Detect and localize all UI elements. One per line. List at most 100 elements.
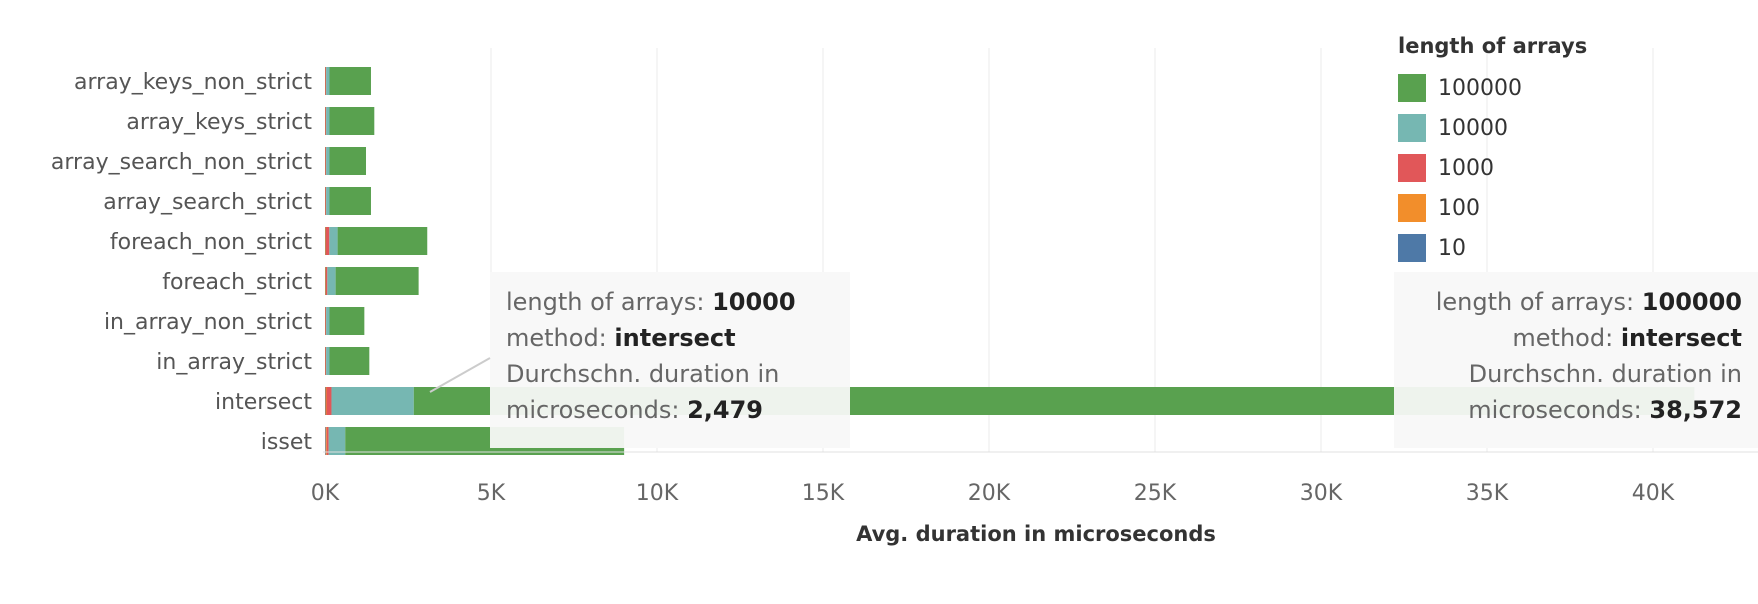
bar-segment[interactable] — [335, 267, 419, 295]
category-label: foreach_strict — [162, 270, 312, 295]
x-tick-label: 10K — [636, 481, 679, 506]
legend-item[interactable]: 10 — [1398, 228, 1598, 268]
bar-segment[interactable] — [325, 347, 326, 375]
legend-swatch — [1398, 114, 1426, 142]
bar-segment[interactable] — [325, 147, 327, 175]
category-labels: array_keys_non_strict array_keys_strictar… — [51, 70, 312, 455]
tooltip-value: 10000 — [712, 288, 796, 316]
tooltip-row-duration-label: Durchschn. duration in — [1410, 356, 1742, 392]
tooltip-label: microseconds: — [506, 396, 680, 424]
category-label: in_array_non_strict — [104, 310, 312, 335]
category-label: array_keys_non_strict — [74, 70, 312, 95]
bar-segment[interactable] — [329, 107, 375, 135]
bar-segment[interactable] — [329, 227, 338, 255]
category-label: array_keys_strict — [126, 110, 312, 135]
bar-segment[interactable] — [326, 107, 330, 135]
bar-segment[interactable] — [325, 307, 326, 335]
legend-label: 1000 — [1438, 155, 1494, 181]
legend-item[interactable]: 10000 — [1398, 108, 1598, 148]
bar-segment[interactable] — [325, 427, 327, 455]
tooltip-label: Durchschn. duration in — [506, 360, 780, 388]
legend-title: length of arrays — [1398, 34, 1588, 58]
legend: length of arrays 100000 10000 1000 100 10 — [1398, 34, 1598, 268]
tooltip-value: 100000 — [1641, 288, 1742, 316]
category-label: array_search_non_strict — [51, 150, 312, 175]
bar-segment[interactable] — [326, 147, 330, 175]
x-tick-label: 15K — [802, 481, 845, 506]
bar-segment[interactable] — [326, 347, 330, 375]
bar-segment[interactable] — [329, 147, 367, 175]
tooltip-row-length: length of arrays: 100000 — [1410, 284, 1742, 320]
tooltip-row-duration: microseconds: 38,572 — [1410, 392, 1742, 428]
bar-segment[interactable] — [325, 227, 330, 255]
tooltip-value: intersect — [1620, 324, 1742, 352]
tooltip-value: 38,572 — [1649, 396, 1742, 424]
legend-item[interactable]: 100000 — [1398, 68, 1598, 108]
bar-segment[interactable] — [325, 267, 326, 295]
x-tick-label: 5K — [477, 481, 506, 506]
legend-item[interactable]: 1000 — [1398, 148, 1598, 188]
tooltip-label: method: — [1512, 324, 1614, 352]
tooltip-row-method: method: intersect — [1410, 320, 1742, 356]
bar-segment[interactable] — [329, 307, 365, 335]
bar-segment[interactable] — [325, 67, 327, 95]
category-label: array_search_strict — [103, 190, 312, 215]
tooltip-row-method: method: intersect — [506, 320, 834, 356]
legend-label: 10000 — [1438, 115, 1508, 141]
bar-segment[interactable] — [325, 387, 327, 415]
tooltip-row-duration: microseconds: 2,479 — [506, 392, 834, 428]
x-tick-label: 40K — [1632, 481, 1675, 506]
bar-segment[interactable] — [326, 67, 330, 95]
bar-segment[interactable] — [326, 187, 330, 215]
bar-segment[interactable] — [329, 347, 370, 375]
bar-segment[interactable] — [325, 387, 326, 415]
bar-segment[interactable] — [327, 267, 336, 295]
bar-segment[interactable] — [325, 267, 326, 295]
bar-segment[interactable] — [325, 267, 328, 295]
category-label: in_array_strict — [156, 350, 312, 375]
x-tick-label: 20K — [968, 481, 1011, 506]
bar-segment[interactable] — [325, 307, 327, 335]
x-tick-label: 30K — [1300, 481, 1343, 506]
legend-label: 100000 — [1438, 75, 1522, 101]
category-label: intersect — [215, 390, 312, 415]
bar-segment[interactable] — [325, 227, 326, 255]
x-tick-label: 35K — [1466, 481, 1509, 506]
legend-label: 10 — [1438, 235, 1466, 261]
tooltip-row-length: length of arrays: 10000 — [506, 284, 834, 320]
tooltip-label: Durchschn. duration in — [1468, 360, 1742, 388]
bar-segment[interactable] — [325, 347, 327, 375]
legend-items: 100000 10000 1000 100 10 — [1398, 68, 1598, 268]
bar-segment[interactable] — [325, 187, 327, 215]
legend-swatch — [1398, 154, 1426, 182]
bar-segment[interactable] — [325, 67, 326, 95]
legend-swatch — [1398, 74, 1426, 102]
bar-segment[interactable] — [325, 187, 326, 215]
bar-segment[interactable] — [329, 67, 371, 95]
legend-label: 100 — [1438, 195, 1480, 221]
tooltip-value: 2,479 — [687, 396, 764, 424]
bar-segment[interactable] — [326, 307, 330, 335]
bar-segment[interactable] — [331, 387, 414, 415]
category-label: isset — [261, 430, 313, 455]
bar-segment[interactable] — [326, 387, 332, 415]
bar-segment[interactable] — [337, 227, 428, 255]
tooltip-row-duration-label: Durchschn. duration in — [506, 356, 834, 392]
bar-segment[interactable] — [328, 427, 346, 455]
tooltip-10000: length of arrays: 10000 method: intersec… — [490, 272, 850, 448]
bar-segment[interactable] — [325, 107, 326, 135]
bar-segment[interactable] — [325, 147, 326, 175]
legend-item[interactable]: 100 — [1398, 188, 1598, 228]
bar-segment[interactable] — [325, 227, 326, 255]
tooltip-100000: length of arrays: 100000 method: interse… — [1394, 272, 1758, 448]
tooltip-label: microseconds: — [1468, 396, 1642, 424]
bar-segment[interactable] — [325, 107, 327, 135]
bar-segment[interactable] — [329, 187, 371, 215]
legend-swatch — [1398, 234, 1426, 262]
bar-segment[interactable] — [325, 427, 326, 455]
bar-segment[interactable] — [326, 427, 329, 455]
tooltip-label: length of arrays: — [1435, 288, 1635, 316]
x-tick-label: 0K — [311, 481, 340, 506]
category-label: foreach_non_strict — [110, 230, 313, 255]
tooltip-label: length of arrays: — [506, 288, 705, 316]
